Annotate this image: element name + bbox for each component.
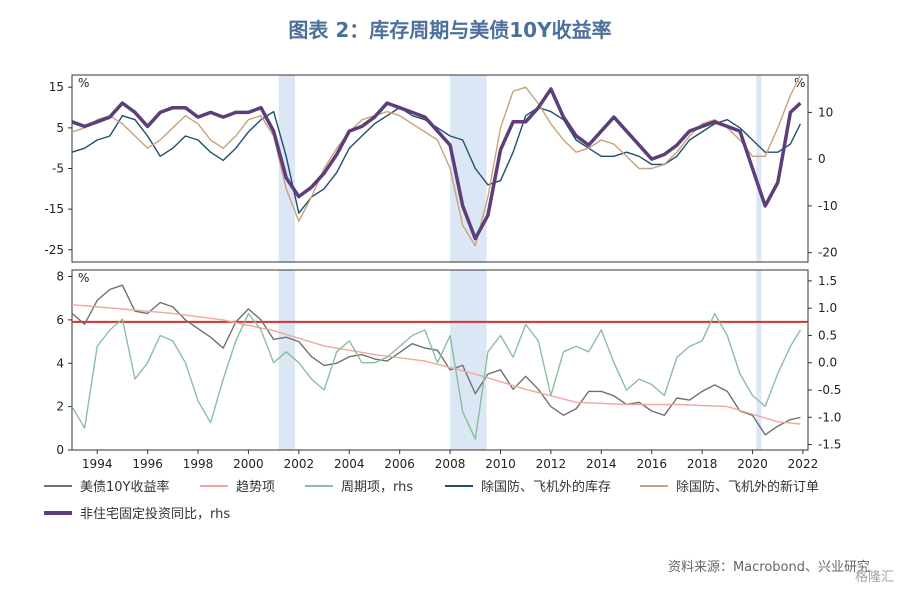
legend-swatch-trend [200, 484, 228, 487]
legend-swatch-cycle [305, 484, 333, 487]
legend-label-trend: 趋势项 [236, 480, 276, 495]
right-tick-label: 0 [818, 152, 826, 166]
legend-item-cycle: 周期项，rhs [305, 476, 413, 495]
shaded-period-2 [756, 75, 762, 262]
x-tick-label: 2010 [485, 457, 516, 470]
x-tick-label: 1994 [82, 457, 113, 470]
left-tick-label: 6 [56, 313, 64, 327]
shaded-period-2 [756, 270, 762, 450]
legend-label-cycle: 周期项，rhs [341, 480, 414, 495]
left-unit-label: % [78, 76, 89, 90]
bottom-panel: 0 2 4 6 8 1.5 1.0 0.5 0.0 -0.5 -1.0 -1.5% 1994 1996 19… [56, 269, 841, 470]
right-tick-label: 1.0 [818, 301, 837, 315]
x-tick-label: 2002 [284, 457, 315, 470]
right-tick-label: -1.0 [818, 410, 841, 424]
watermark: 格隆汇 [854, 570, 894, 585]
right-tick-label: 10 [818, 105, 833, 119]
shaded-period-1 [450, 270, 487, 450]
left-tick-label: -15 [44, 202, 64, 216]
shaded-period-0 [278, 270, 296, 450]
series-line-0-1 [71, 74, 802, 247]
x-tick-label: 2016 [636, 457, 667, 470]
left-tick-label: -5 [52, 162, 64, 176]
right-tick-label: -0.5 [818, 383, 841, 397]
right-unit-label: % [794, 76, 805, 90]
legend-item-yield: 美债10Y收益率 [44, 476, 169, 495]
legend-swatch-yield [44, 484, 72, 487]
legend-label-investment: 非住宅固定投资同比，rhs [80, 507, 231, 522]
left-unit-label: % [78, 271, 89, 285]
right-tick-label: -1.5 [818, 438, 841, 452]
x-tick-label: 2006 [384, 457, 415, 470]
right-tick-label: 0.5 [818, 328, 837, 342]
x-tick-label: 2020 [737, 457, 768, 470]
left-tick-label: 8 [56, 270, 64, 284]
left-tick-label: -25 [44, 243, 64, 257]
legend-item-trend: 趋势项 [200, 476, 275, 495]
legend-item-inventory: 除国防、飞机外的库存 [445, 476, 611, 495]
series-line-1-2 [71, 312, 801, 440]
x-tick-label: 2008 [435, 457, 466, 470]
x-tick-label: 2022 [788, 457, 819, 470]
legend-label-orders: 除国防、飞机外的新订单 [676, 480, 820, 495]
x-tick-label: 2004 [334, 457, 365, 470]
right-tick-label: -20 [818, 246, 838, 260]
left-tick-label: 4 [56, 356, 64, 370]
left-tick-label: 15 [49, 80, 64, 94]
chart-svg: 15 5 -5 -15 -25 10 0 -10 -20%% 0 2 4 6 8 1.5 1.0 0.5 0.0… [44, 74, 841, 470]
x-tick-label: 2018 [687, 457, 718, 470]
right-tick-label: -10 [818, 199, 838, 213]
x-tick-label: 1996 [132, 457, 163, 470]
x-tick-label: 2014 [586, 457, 617, 470]
right-tick-label: 0.0 [818, 356, 837, 370]
right-tick-label: 1.5 [818, 274, 837, 288]
legend-item-investment: 非住宅固定投资同比，rhs [44, 503, 230, 522]
left-tick-label: 0 [56, 443, 64, 457]
legend-swatch-orders [640, 484, 668, 487]
series-line-1-0 [71, 284, 801, 436]
legend-item-orders: 除国防、飞机外的新订单 [640, 476, 819, 495]
legend-swatch-investment [44, 510, 72, 515]
source-note: 资料来源：Macrobond、兴业研究 [667, 560, 870, 575]
x-tick-label: 2012 [536, 457, 567, 470]
legend-label-yield: 美债10Y收益率 [80, 480, 170, 495]
x-tick-label: 2000 [233, 457, 264, 470]
series-line-0-0 [71, 106, 802, 214]
legend-label-inventory: 除国防、飞机外的库存 [481, 480, 612, 495]
shaded-period-0 [278, 75, 296, 262]
panel-frame [71, 269, 809, 451]
x-tick-label: 1998 [183, 457, 214, 470]
legend-swatch-inventory [445, 484, 473, 487]
series-line-1-1 [71, 304, 801, 425]
left-tick-label: 2 [56, 400, 64, 414]
series-line-0-2 [71, 87, 802, 241]
top-panel: 15 5 -5 -15 -25 10 0 -10 -20%% [44, 74, 838, 263]
chart-title: 图表 2：库存周期与美债10Y收益率 [288, 18, 612, 42]
left-tick-label: 5 [56, 121, 64, 135]
